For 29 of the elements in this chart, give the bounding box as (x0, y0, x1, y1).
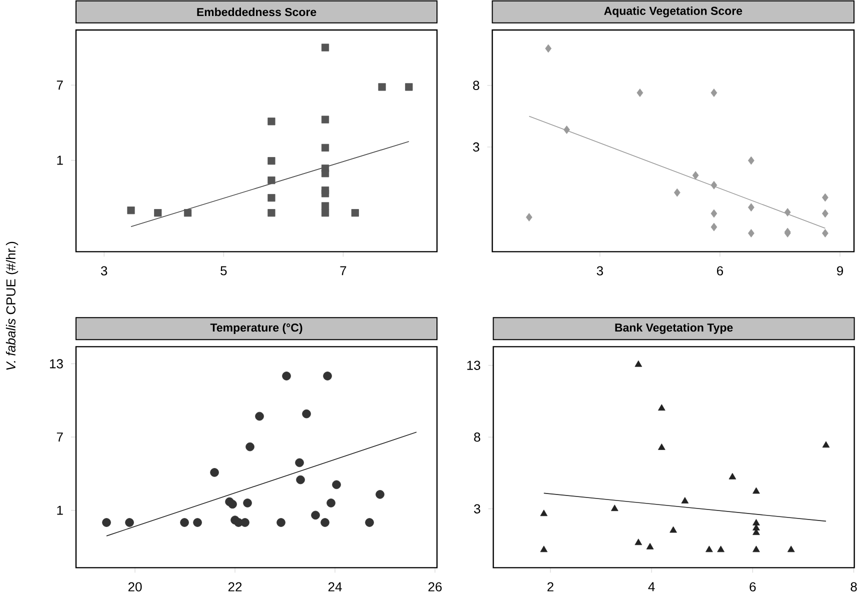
x-tick-label: 24 (328, 582, 342, 592)
x-tick-label: 3 (100, 266, 108, 276)
y-tick-label: 1 (57, 156, 63, 165)
x-tick-label: 20 (128, 582, 142, 592)
y-tick-label: 13 (467, 360, 480, 370)
x-tick-label: 3 (596, 266, 603, 276)
y-tick-label: 3 (474, 504, 480, 514)
x-tick-label: 22 (228, 582, 242, 592)
x-tick-label: 9 (837, 266, 844, 276)
chart-title: Embeddedness Score (197, 8, 316, 16)
y-tick-label: 1 (57, 506, 63, 515)
y-tick-label: 8 (473, 80, 480, 90)
x-tick-label: 7 (340, 266, 346, 276)
x-tick-label: 5 (220, 266, 227, 276)
y-tick-label: 7 (56, 432, 63, 442)
chart-title: Aquatic Vegetation Score (604, 6, 742, 18)
x-tick-label: 2 (547, 582, 554, 592)
x-tick-label: 8 (850, 582, 857, 592)
chart-title: Temperature (°C) (210, 323, 302, 334)
y-axis-title: V. fabalis CPUE (#/hr.) (6, 242, 18, 370)
y-tick-label: 7 (56, 80, 63, 90)
y-tick-label: 8 (474, 432, 480, 442)
chart-title: Bank Vegetation Type (615, 323, 733, 334)
y-tick-label: 13 (50, 359, 63, 368)
x-tick-label: 4 (648, 582, 655, 592)
x-tick-label: 6 (750, 582, 756, 592)
y-tick-label: 3 (473, 142, 480, 152)
x-tick-label: 6 (717, 266, 724, 276)
x-tick-label: 26 (428, 582, 442, 592)
